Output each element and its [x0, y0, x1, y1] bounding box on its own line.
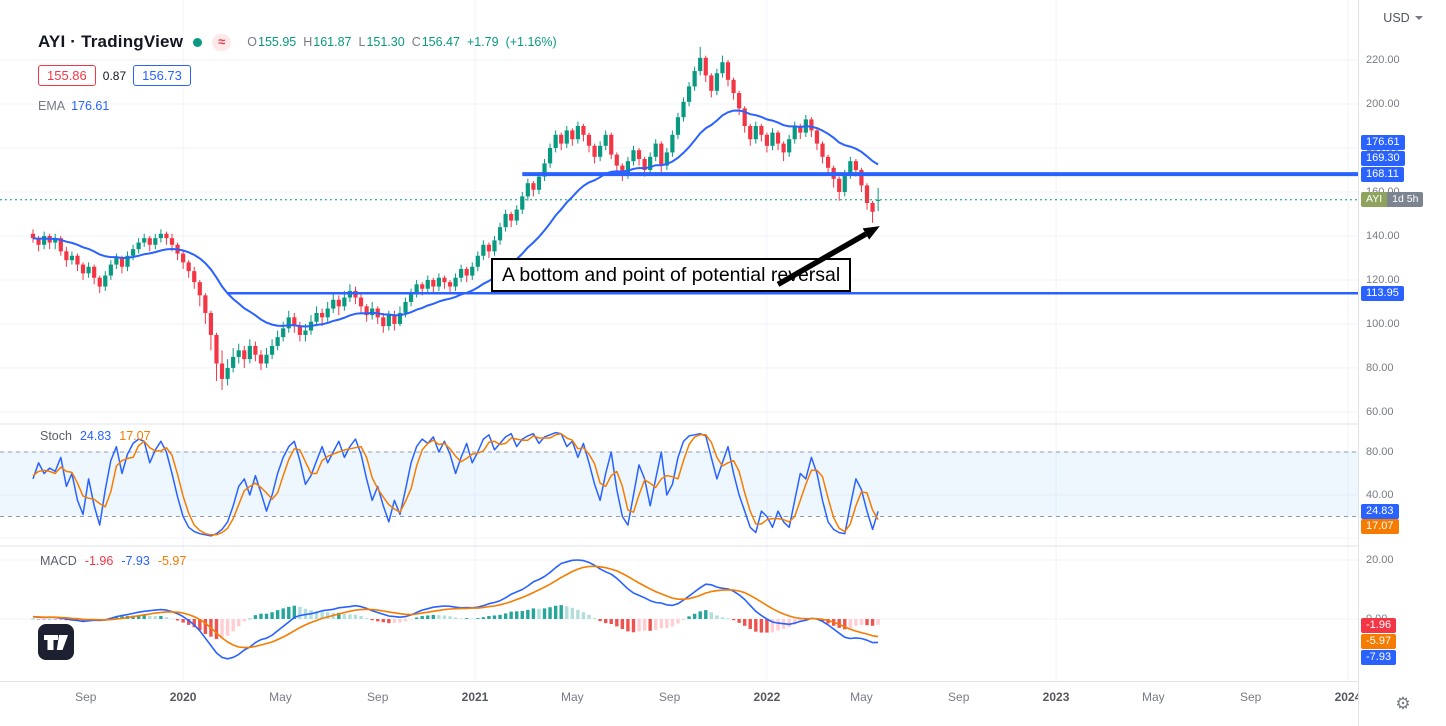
- price-badge: -5.97: [1361, 633, 1397, 649]
- time-axis-label: May: [850, 690, 873, 704]
- macd-label: MACD: [40, 554, 77, 568]
- price-axis-label: 200.00: [1366, 98, 1400, 111]
- time-axis-label: May: [560, 690, 584, 704]
- time-axis-label: Sep: [948, 690, 970, 704]
- price-axis-label: 140.00: [1366, 229, 1400, 242]
- time-axis-label: May: [269, 690, 292, 704]
- market-status-icon: [193, 37, 203, 47]
- ema-label: EMA: [38, 99, 66, 113]
- price-badge: 17.07: [1361, 519, 1399, 535]
- price-badge: -7.93: [1361, 649, 1397, 665]
- price-axis-label: 80.00: [1366, 446, 1394, 458]
- low-value: 151.30: [366, 35, 405, 49]
- time-axis-label: 2023: [1042, 690, 1070, 704]
- high-label: H: [303, 35, 313, 49]
- ema-value: 176.61: [71, 99, 110, 113]
- price-badge: 24.83: [1361, 504, 1399, 520]
- bid-ask-row: 155.86 0.87 156.73: [38, 65, 557, 86]
- symbol-title[interactable]: AYI · TradingView: [38, 32, 184, 51]
- annotation-text-box[interactable]: A bottom and point of potential reversal: [491, 258, 852, 292]
- time-axis-label: Sep: [367, 690, 389, 704]
- low-label: L: [358, 35, 366, 49]
- currency-label: USD: [1383, 11, 1410, 25]
- bid-price-button[interactable]: 155.86: [38, 65, 96, 86]
- price-axis-label: 40.00: [1366, 489, 1394, 501]
- chart-canvas[interactable]: [0, 0, 1358, 681]
- price-badge: 168.11: [1361, 167, 1404, 183]
- stoch-label: Stoch: [40, 429, 72, 443]
- price-badge: 176.61: [1361, 135, 1405, 151]
- settings-gear-icon[interactable]: ⚙: [1395, 694, 1411, 713]
- close-label: C: [411, 35, 421, 49]
- ema-line: [32, 109, 879, 328]
- open-label: O: [247, 35, 257, 49]
- time-axis-label: 2022: [753, 690, 781, 704]
- high-value: 161.87: [313, 35, 352, 49]
- tradingview-logo-glyph: [44, 635, 68, 650]
- candles-layer: [30, 46, 881, 390]
- chart-legend: AYI · TradingView ≈ O 155.95 H 161.87 L 151…: [38, 32, 557, 113]
- macd-legend: MACD -1.96 -7.93 -5.97: [40, 554, 186, 568]
- open-value: 155.95: [258, 35, 297, 49]
- price-badge: 113.95: [1361, 286, 1404, 302]
- price-axis-label: 220.00: [1366, 54, 1400, 67]
- time-axis-label: 2020: [169, 690, 197, 704]
- delayed-data-icon[interactable]: ≈: [212, 33, 232, 51]
- drawings-layer[interactable]: [227, 172, 1358, 295]
- spread-value: 0.87: [102, 68, 127, 83]
- macd-signal-value: -5.97: [157, 554, 187, 568]
- time-axis[interactable]: Sep 2020 May Sep 2021 May Sep 2022 May Sep 2023 May…: [0, 681, 1358, 726]
- bar-countdown-label: 1d 5h: [1387, 191, 1424, 207]
- symbol-badge-label: AYI: [1361, 191, 1388, 207]
- macd-hist-value: -1.96: [84, 554, 114, 568]
- macd-layer: [31, 559, 880, 660]
- stochastic-layer: [0, 431, 1358, 537]
- symbol-row: AYI · TradingView ≈ O 155.95 H 161.87 L 151…: [38, 32, 557, 52]
- time-axis-label: 2021: [461, 690, 489, 704]
- time-axis-label: 2024: [1334, 690, 1358, 704]
- price-badge: 169.30: [1361, 151, 1405, 167]
- stoch-legend: Stoch 24.83 17.07: [40, 429, 151, 443]
- price-axis-label: 120.00: [1366, 273, 1400, 286]
- time-axis-label: Sep: [1239, 690, 1262, 704]
- price-axis-label: 20.00: [1366, 554, 1394, 566]
- price-axis-label: 60.00: [1366, 405, 1394, 418]
- price-axis-label: 80.00: [1366, 361, 1394, 374]
- stoch-k-value: 24.83: [79, 429, 112, 443]
- price-scale[interactable]: USD 220.00200.00180.00160.00140.00120.00…: [1358, 0, 1446, 726]
- currency-selector[interactable]: USD: [1359, 0, 1446, 36]
- change-percent: (+1.16%): [505, 35, 557, 49]
- chevron-down-icon: [1414, 16, 1423, 20]
- price-badge: -1.96: [1361, 617, 1397, 633]
- stoch-d-value: 17.07: [119, 429, 151, 443]
- close-value: 156.47: [421, 35, 460, 49]
- price-axis-label: 100.00: [1366, 317, 1400, 330]
- symbol-countdown-badge: AYI 1d 5h: [1361, 191, 1424, 207]
- tradingview-logo[interactable]: [38, 624, 74, 660]
- macd-line-value: -7.93: [121, 554, 150, 568]
- time-axis-label: Sep: [658, 690, 681, 704]
- change-value: +1.79: [466, 35, 499, 49]
- time-axis-label: May: [1141, 690, 1165, 704]
- ask-price-button[interactable]: 156.73: [133, 65, 191, 86]
- ohlc-values: O 155.95 H 161.87 L 151.30 C 156.47 +1.79 (+…: [247, 35, 556, 49]
- ema-legend: EMA 176.61: [38, 99, 557, 113]
- time-axis-label: Sep: [75, 690, 97, 704]
